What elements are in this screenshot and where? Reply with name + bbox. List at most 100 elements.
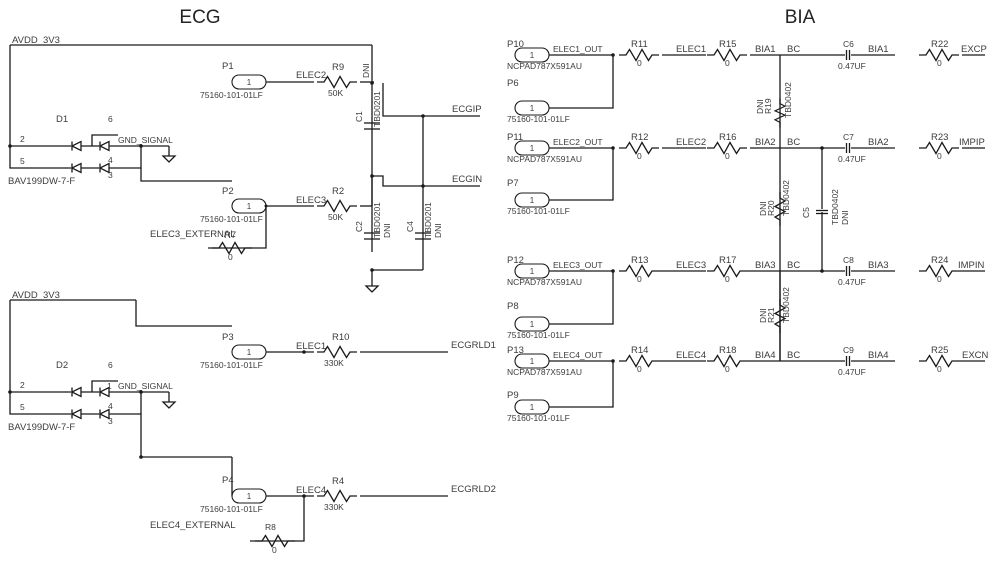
svg-text:ELEC1: ELEC1 [676, 44, 706, 55]
svg-text:R15: R15 [719, 39, 736, 50]
svg-text:NCPAD787X591AU: NCPAD787X591AU [507, 277, 582, 287]
svg-text:C6: C6 [843, 39, 854, 49]
svg-text:1: 1 [107, 381, 112, 391]
svg-text:C2: C2 [354, 221, 364, 232]
svg-text:R10: R10 [332, 332, 349, 343]
svg-text:ELEC4_OUT: ELEC4_OUT [553, 350, 603, 360]
svg-text:0: 0 [637, 58, 642, 68]
svg-text:2: 2 [20, 380, 25, 390]
svg-text:R16: R16 [719, 132, 736, 143]
svg-text:R4: R4 [332, 476, 344, 487]
svg-text:R24: R24 [931, 255, 948, 266]
svg-text:BC: BC [787, 137, 800, 148]
svg-text:TBD0201: TBD0201 [423, 202, 433, 238]
svg-text:R20: R20 [766, 200, 776, 216]
svg-text:BC: BC [787, 350, 800, 361]
svg-text:BC: BC [787, 44, 800, 55]
svg-text:R8: R8 [265, 522, 276, 532]
svg-text:0: 0 [228, 252, 233, 262]
svg-text:TBD0201: TBD0201 [372, 91, 382, 127]
svg-text:C8: C8 [843, 255, 854, 265]
svg-text:TBD0402: TBD0402 [781, 180, 791, 216]
svg-text:0: 0 [637, 364, 642, 374]
svg-text:C9: C9 [843, 345, 854, 355]
svg-text:DNI: DNI [382, 223, 392, 238]
svg-text:R12: R12 [631, 132, 648, 143]
svg-text:C5: C5 [801, 207, 811, 218]
svg-text:R21: R21 [766, 307, 776, 323]
svg-text:GND_SIGNAL: GND_SIGNAL [118, 135, 173, 145]
svg-text:R11: R11 [631, 39, 648, 50]
svg-text:BIA4: BIA4 [755, 350, 776, 361]
svg-text:75160-101-01LF: 75160-101-01LF [507, 114, 570, 124]
svg-text:ELEC3_OUT: ELEC3_OUT [553, 260, 603, 270]
svg-text:IMPIN: IMPIN [958, 260, 985, 271]
svg-text:ELEC1: ELEC1 [296, 341, 326, 352]
svg-text:C1: C1 [354, 111, 364, 122]
svg-text:ELEC4: ELEC4 [676, 350, 706, 361]
svg-text:0.47UF: 0.47UF [838, 367, 866, 377]
svg-text:ELEC2: ELEC2 [676, 137, 706, 148]
svg-text:D2: D2 [56, 360, 68, 371]
svg-text:R9: R9 [332, 62, 344, 73]
svg-text:BIA4: BIA4 [868, 350, 889, 361]
svg-text:0: 0 [725, 58, 730, 68]
svg-text:BIA: BIA [785, 7, 816, 28]
svg-text:R18: R18 [719, 345, 736, 356]
svg-text:330K: 330K [324, 502, 344, 512]
svg-text:ELEC3_EXTERNAL: ELEC3_EXTERNAL [150, 229, 236, 240]
svg-text:P6: P6 [507, 78, 519, 89]
svg-text:ECGRLD2: ECGRLD2 [451, 484, 496, 495]
svg-text:75160-101-01LF: 75160-101-01LF [200, 504, 263, 514]
svg-text:ELEC1_OUT: ELEC1_OUT [553, 44, 603, 54]
svg-text:0: 0 [937, 274, 942, 284]
svg-text:P7: P7 [507, 178, 519, 189]
svg-text:P9: P9 [507, 390, 519, 401]
svg-text:NCPAD787X591AU: NCPAD787X591AU [507, 367, 582, 377]
svg-text:75160-101-01LF: 75160-101-01LF [507, 206, 570, 216]
svg-text:ELEC3: ELEC3 [676, 260, 706, 271]
svg-text:GND_SIGNAL: GND_SIGNAL [118, 381, 173, 391]
svg-text:6: 6 [108, 114, 113, 124]
svg-text:DNI: DNI [840, 210, 850, 225]
svg-text:0: 0 [725, 151, 730, 161]
svg-text:TBD0402: TBD0402 [830, 189, 840, 225]
svg-text:TBD0402: TBD0402 [781, 287, 791, 323]
svg-text:IMPIP: IMPIP [959, 137, 985, 148]
svg-text:TBD0402: TBD0402 [783, 82, 793, 118]
svg-text:BC: BC [787, 260, 800, 271]
svg-text:75160-101-01LF: 75160-101-01LF [507, 413, 570, 423]
svg-text:BIA3: BIA3 [868, 260, 889, 271]
svg-text:P2: P2 [222, 186, 234, 197]
svg-text:C7: C7 [843, 132, 854, 142]
svg-text:0: 0 [272, 545, 277, 555]
svg-text:R17: R17 [719, 255, 736, 266]
svg-text:75160-101-01LF: 75160-101-01LF [200, 360, 263, 370]
svg-text:P1: P1 [222, 61, 234, 72]
svg-text:BIA1: BIA1 [755, 44, 776, 55]
svg-text:6: 6 [108, 360, 113, 370]
svg-text:ELEC2: ELEC2 [296, 70, 326, 81]
svg-text:R13: R13 [631, 255, 648, 266]
svg-text:50K: 50K [328, 212, 343, 222]
svg-text:0: 0 [937, 58, 942, 68]
svg-text:BIA1: BIA1 [868, 44, 889, 55]
svg-text:DNI: DNI [361, 63, 371, 78]
svg-text:BAV199DW-7-F: BAV199DW-7-F [8, 422, 75, 433]
svg-text:BIA2: BIA2 [755, 137, 776, 148]
svg-text:TBD0201: TBD0201 [372, 202, 382, 238]
svg-text:5: 5 [20, 156, 25, 166]
svg-text:P3: P3 [222, 332, 234, 343]
svg-text:NCPAD787X591AU: NCPAD787X591AU [507, 61, 582, 71]
svg-text:5: 5 [20, 402, 25, 412]
svg-text:BIA3: BIA3 [755, 260, 776, 271]
svg-text:ECGIN: ECGIN [452, 174, 482, 185]
svg-text:0: 0 [725, 274, 730, 284]
svg-text:DNI: DNI [433, 223, 443, 238]
svg-text:R7: R7 [224, 230, 236, 241]
svg-text:75160-101-01LF: 75160-101-01LF [507, 330, 570, 340]
svg-text:50K: 50K [328, 88, 343, 98]
svg-text:P8: P8 [507, 301, 519, 312]
svg-text:EXCN: EXCN [962, 350, 989, 361]
svg-text:ECGIP: ECGIP [452, 104, 482, 115]
